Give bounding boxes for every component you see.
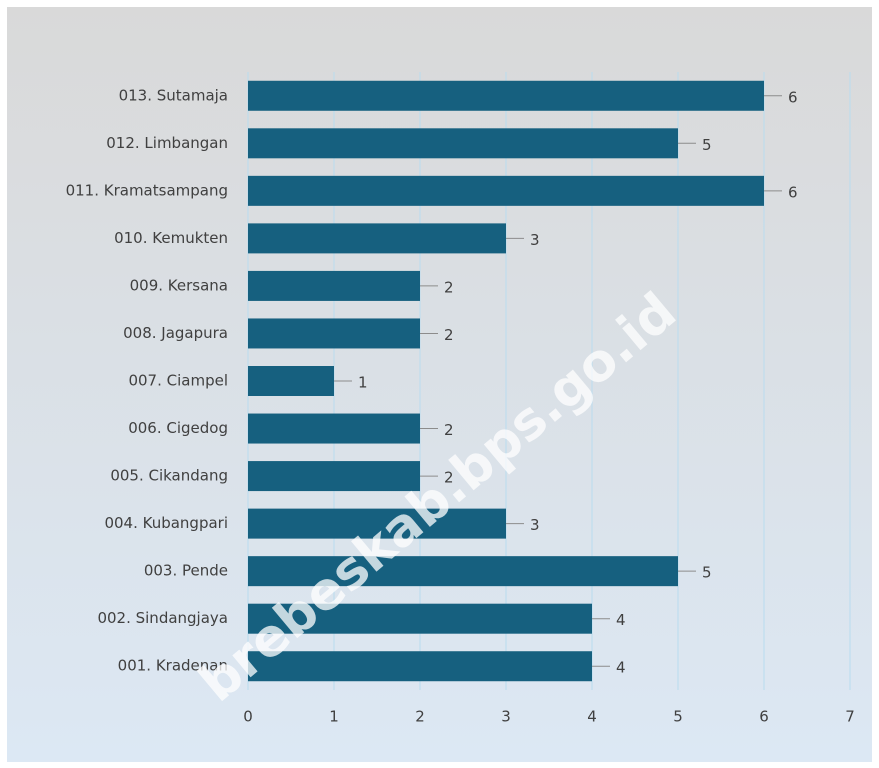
x-tick-label: 1	[329, 708, 339, 726]
bar	[248, 603, 592, 634]
data-label: 4	[616, 659, 626, 677]
data-label: 3	[530, 231, 540, 249]
x-tick-label: 5	[673, 708, 683, 726]
y-tick-label: 006. Cigedog	[128, 419, 228, 437]
y-tick-label: 011. Kramatsampang	[66, 181, 228, 199]
y-tick-label: 009. Kersana	[130, 276, 228, 294]
x-tick-label: 4	[587, 708, 597, 726]
y-tick-label: 013. Sutamaja	[119, 86, 228, 104]
y-tick-label: 001. Kradenan	[118, 657, 228, 675]
data-label: 6	[788, 183, 798, 201]
bar	[248, 366, 334, 396]
data-label: 2	[444, 278, 454, 296]
data-label: 1	[358, 374, 368, 392]
plot-area: 0 1 2 3 4 5 6 7 013. Sutamaja 6 012. Limbangan 5 011…	[66, 72, 855, 726]
data-label: 2	[444, 421, 454, 439]
x-tick-label: 3	[501, 708, 511, 726]
bar	[248, 175, 764, 206]
data-label: 3	[530, 516, 540, 534]
x-tick-label: 2	[415, 708, 425, 726]
bar	[248, 556, 678, 587]
data-label: 5	[702, 564, 712, 582]
x-tick-label: 7	[845, 708, 855, 726]
bar	[248, 413, 420, 444]
x-tick-label: 0	[243, 708, 253, 726]
bar	[248, 128, 678, 159]
y-tick-label: 010. Kemukten	[114, 229, 228, 247]
bar	[248, 461, 420, 492]
data-label: 5	[702, 136, 712, 154]
bar	[248, 318, 420, 349]
bar	[248, 80, 764, 111]
bar	[248, 270, 420, 301]
y-tick-label: 007. Ciampel	[128, 372, 228, 390]
y-tick-label: 003. Pende	[144, 562, 228, 580]
data-label: 2	[444, 469, 454, 487]
y-tick-label: 002. Sindangjaya	[97, 609, 228, 627]
y-tick-label: 012. Limbangan	[106, 134, 228, 152]
data-label: 2	[444, 326, 454, 344]
bar	[248, 223, 506, 254]
y-tick-label: 004. Kubangpari	[104, 514, 228, 532]
x-tick-label: 6	[759, 708, 769, 726]
y-tick-label: 008. Jagapura	[123, 324, 228, 342]
bar	[248, 651, 592, 682]
data-label: 4	[616, 611, 626, 629]
y-tick-label: 005. Cikandang	[110, 467, 228, 485]
data-label: 6	[788, 88, 798, 106]
bar	[248, 508, 506, 539]
